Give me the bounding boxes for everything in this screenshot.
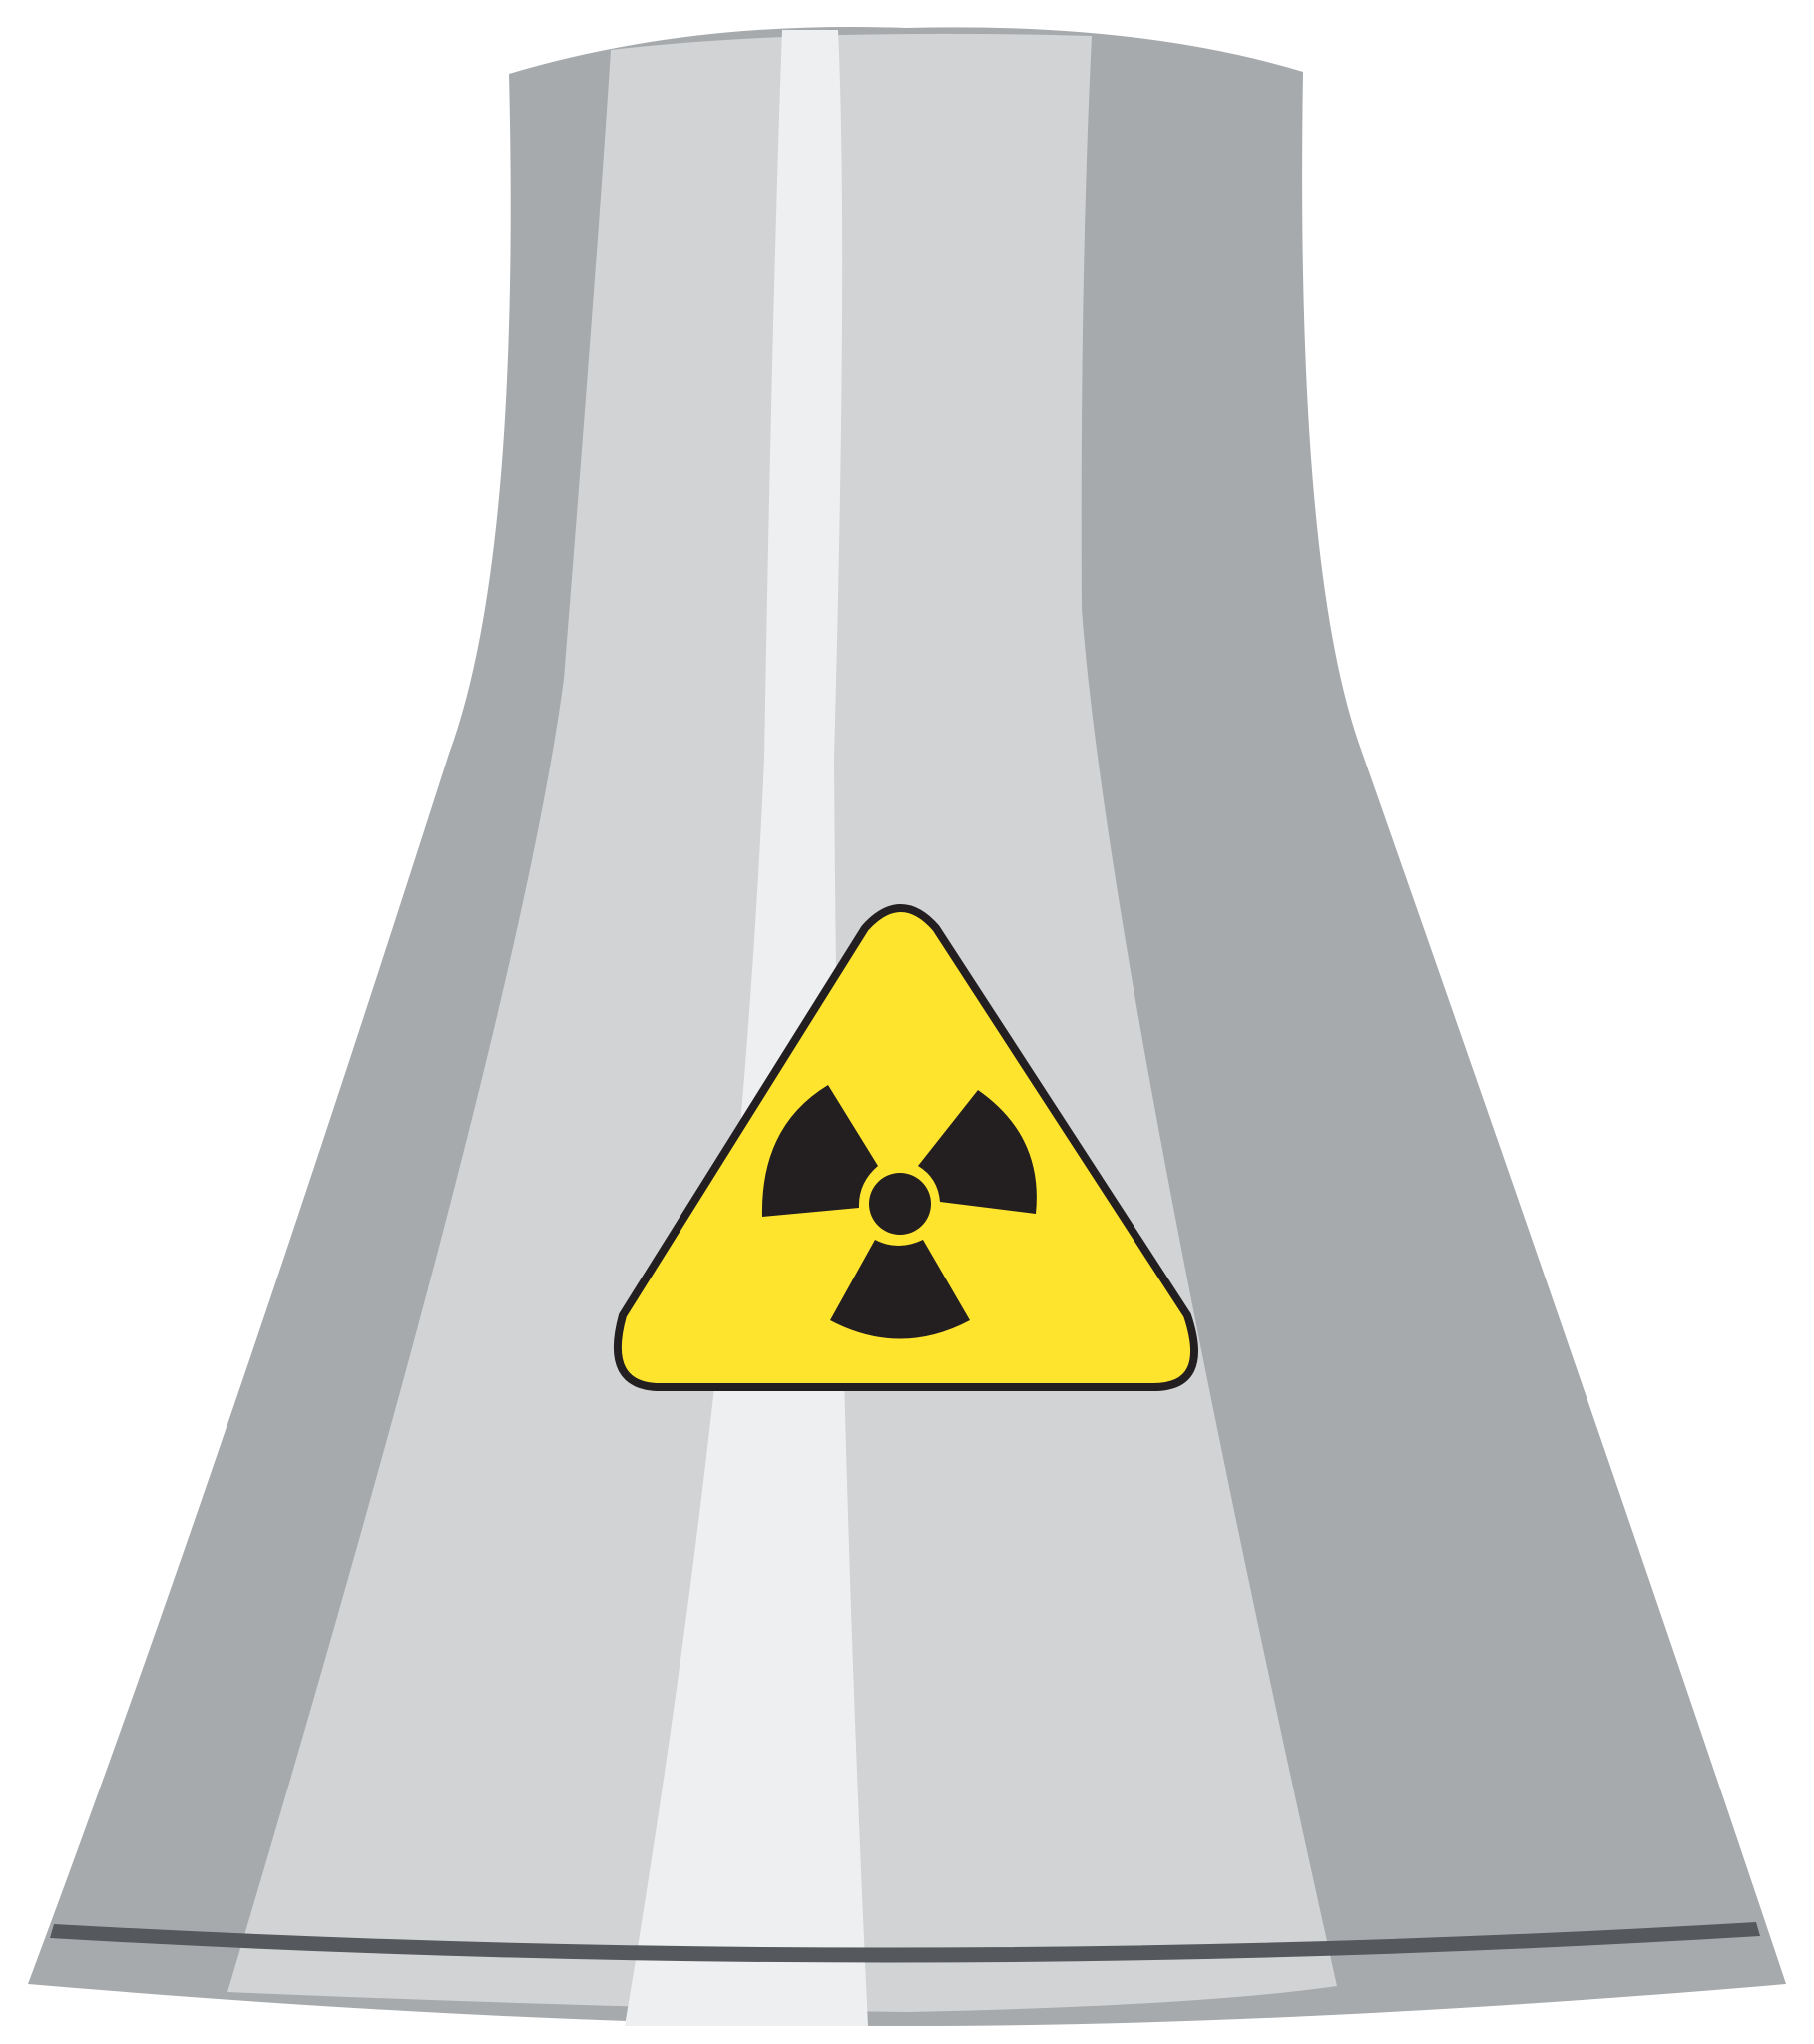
- radiation-warning-sign: [613, 904, 1198, 1391]
- radiation-trefoil-icon: [761, 1085, 1037, 1339]
- trefoil-blade-right: [918, 1090, 1037, 1214]
- trefoil-center: [869, 1173, 931, 1235]
- trefoil-blade-bottom: [830, 1240, 970, 1339]
- tower-highlight-stripe: [625, 30, 868, 2026]
- warning-triangle: [613, 904, 1198, 1391]
- tower-base-band: [50, 1922, 1760, 1963]
- trefoil-blade-left: [761, 1085, 878, 1217]
